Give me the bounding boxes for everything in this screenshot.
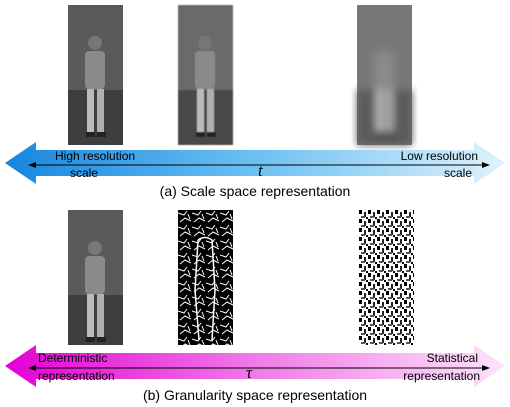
left-label: High resolution [55,149,135,163]
page: High resolution scale t Low resolution s… [0,0,510,407]
left-label: scale [70,166,98,180]
image-smoothed [178,5,233,145]
right-label: representation [403,369,480,383]
caption: (a) Scale space representation [160,183,351,199]
right-label: Low resolution [401,149,478,163]
right-label: Statistical [427,351,478,365]
image-original [68,5,123,145]
right-label: scale [444,166,472,180]
image-original [68,210,123,345]
image-blurred [357,5,412,145]
left-label: representation [38,369,115,383]
axis-symbol: τ [246,363,253,382]
image-edges [178,210,233,345]
image-statistical [359,210,414,345]
caption: (b) Granularity space representation [143,387,367,403]
left-label: Deterministic [38,351,107,365]
figure: High resolution scale t Low resolution s… [0,0,510,407]
